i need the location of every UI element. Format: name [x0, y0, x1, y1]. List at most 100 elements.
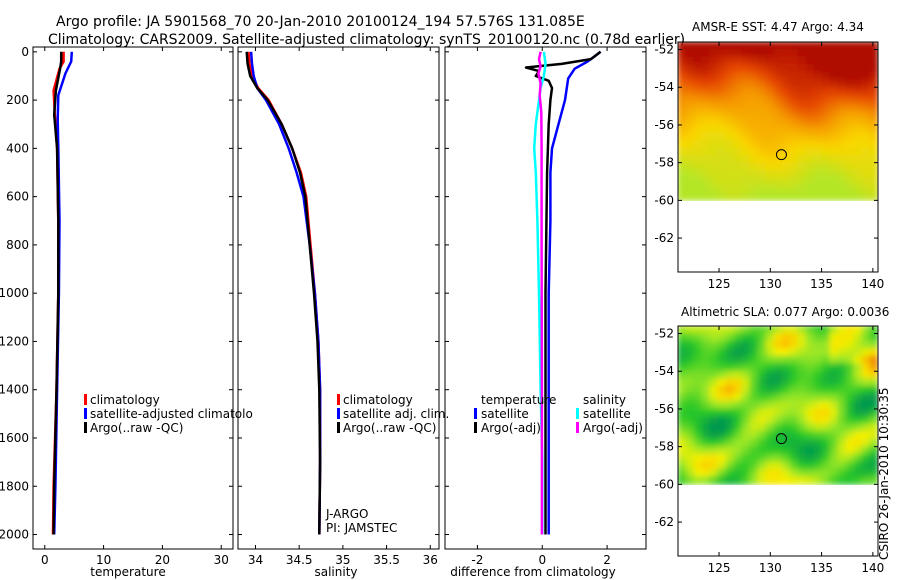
sst-cell — [757, 192, 767, 201]
diff-legend-swatch-sal-satellite — [576, 408, 579, 419]
sla-cell — [733, 348, 743, 357]
sst-cell — [709, 42, 719, 50]
sst-cell — [725, 184, 735, 194]
sla-cell — [781, 363, 791, 372]
sla-cell — [789, 340, 799, 350]
sst-cell — [701, 49, 711, 58]
sst-cell — [757, 162, 767, 171]
sla-cell — [741, 461, 751, 470]
sla-cell — [733, 326, 743, 334]
sla-cell — [685, 393, 695, 402]
sla-cell — [717, 400, 727, 410]
sla-cell — [805, 461, 815, 470]
sst-cell — [837, 79, 847, 88]
sla-cell — [869, 438, 878, 448]
sla-cell — [693, 333, 703, 342]
sst-cell — [773, 71, 783, 81]
sst-cell — [837, 139, 847, 148]
sla-cell — [837, 370, 847, 380]
sla-cell — [805, 393, 815, 402]
sst-cell — [837, 49, 847, 58]
series-salinity-climatology — [247, 51, 322, 535]
sst-cell — [821, 116, 831, 126]
sst-cell — [845, 132, 855, 141]
sla-cell — [765, 355, 775, 365]
sal-annotation-jargo: J-ARGO — [325, 507, 368, 521]
sst-cell — [701, 56, 711, 66]
sla-cell — [741, 363, 751, 372]
temp-legend-swatch-climatology — [84, 394, 87, 405]
sst-cell — [861, 64, 871, 73]
sla-cell — [765, 340, 775, 350]
sla-cell — [837, 385, 847, 395]
x-tick-label-difference: -2 — [471, 553, 483, 567]
sst-cell — [757, 116, 767, 126]
sst-cell — [821, 64, 831, 73]
diff-legend-salinity-title: salinity — [583, 393, 626, 407]
sst-cell — [733, 71, 743, 81]
sst-cell — [781, 132, 791, 141]
sst-cell — [749, 94, 759, 103]
sla-cell — [869, 453, 878, 463]
sla-heatmap — [678, 326, 878, 485]
sst-cell — [789, 154, 799, 164]
sla-cell — [749, 446, 759, 455]
sst-cell — [781, 139, 791, 148]
sst-cell — [813, 192, 823, 201]
sla-cell — [821, 355, 831, 365]
sst-cell — [829, 79, 839, 88]
sst-cell — [837, 101, 847, 111]
sst-cell — [845, 177, 855, 186]
sla-cell — [709, 333, 719, 342]
sla-cell — [709, 340, 719, 350]
sla-cell — [685, 416, 695, 425]
sla-cell — [749, 416, 759, 425]
sla-cell — [685, 333, 695, 342]
sla-cell — [773, 340, 783, 350]
sst-cell — [845, 154, 855, 164]
sst-cell — [821, 177, 831, 186]
sla-cell — [773, 393, 783, 402]
sst-cell — [853, 42, 863, 50]
sst-cell — [781, 64, 791, 73]
sla-cell — [869, 355, 878, 365]
sla-cell — [717, 333, 727, 342]
sst-cell — [773, 124, 783, 133]
sla-cell — [709, 348, 719, 357]
sla-cell — [678, 378, 687, 387]
temp-legend-swatch-argo — [84, 422, 87, 433]
sst-cell — [789, 192, 799, 201]
sst-cell — [797, 124, 807, 133]
sla-cell — [805, 408, 815, 417]
sla-cell — [853, 326, 863, 334]
sla-cell — [813, 333, 823, 342]
sla-cell — [861, 446, 871, 455]
sst-cell — [693, 162, 703, 171]
y-tick-label: 1000 — [0, 286, 29, 300]
sla-cell — [685, 340, 695, 350]
sla-cell — [845, 416, 855, 425]
sla-cell — [845, 385, 855, 395]
sla-cell — [741, 446, 751, 455]
sst-cell — [765, 94, 775, 103]
sst-cell — [693, 154, 703, 164]
sla-cell — [781, 476, 791, 485]
sla-cell — [821, 348, 831, 357]
sst-cell — [717, 139, 727, 148]
sst-x-tick-label: 135 — [810, 277, 833, 291]
sla-cell — [749, 476, 759, 485]
sla-cell — [709, 370, 719, 380]
sst-cell — [813, 64, 823, 73]
sla-cell — [717, 370, 727, 380]
sla-cell — [805, 431, 815, 440]
sla-cell — [805, 378, 815, 387]
sst-cell — [709, 101, 719, 111]
sst-cell — [821, 139, 831, 148]
sla-cell — [765, 416, 775, 425]
sla-cell — [861, 340, 871, 350]
sla-cell — [749, 370, 759, 380]
sst-cell — [765, 177, 775, 186]
sla-cell — [845, 400, 855, 410]
x-tick-label-temperature: 20 — [155, 553, 170, 567]
sla-cell — [837, 446, 847, 455]
